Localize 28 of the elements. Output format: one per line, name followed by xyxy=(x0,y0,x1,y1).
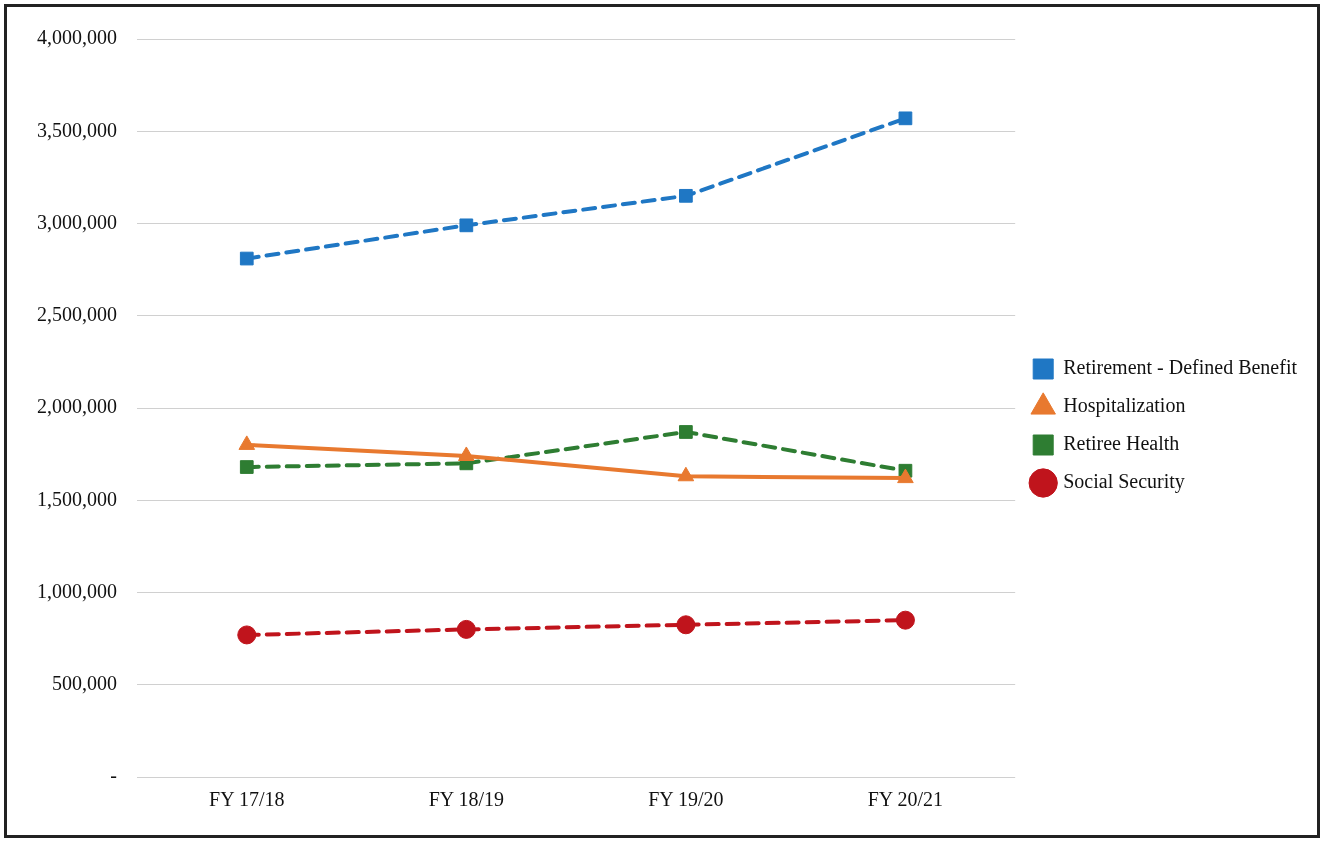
point xyxy=(239,251,254,266)
legend-label: Social Security xyxy=(1063,470,1185,494)
point xyxy=(239,460,254,474)
point xyxy=(895,610,915,630)
y-tick-label: 500,000 xyxy=(52,672,117,694)
point xyxy=(679,188,693,203)
y-tick-label: - xyxy=(110,764,117,787)
point xyxy=(459,218,474,233)
x-tick-label: FY 20/21 xyxy=(867,788,944,811)
y-tick-label: 4,000,000 xyxy=(37,26,117,49)
legend-label: Hospitalization xyxy=(1063,394,1186,418)
point xyxy=(898,111,913,126)
y-tick-label: 3,000,000 xyxy=(37,210,117,233)
y-tick-label: 1,500,000 xyxy=(37,487,117,510)
point xyxy=(679,425,693,439)
point xyxy=(456,619,476,639)
x-tick-label: FY 17/18 xyxy=(209,788,285,811)
point xyxy=(237,625,257,645)
legend-label: Retirement - Defined Benefit xyxy=(1063,356,1298,379)
y-tick-label: 3,500,000 xyxy=(37,118,117,141)
y-tick-label: 1,000,000 xyxy=(37,579,117,602)
x-tick-label: FY 19/20 xyxy=(648,788,724,811)
point xyxy=(897,468,914,484)
y-tick-label: 2,000,000 xyxy=(37,395,117,418)
y-tick-label: 2,500,000 xyxy=(37,303,117,325)
legend-label: Retiree Health xyxy=(1063,432,1180,455)
point xyxy=(676,615,696,635)
x-tick-label: FY 18/19 xyxy=(428,788,505,811)
